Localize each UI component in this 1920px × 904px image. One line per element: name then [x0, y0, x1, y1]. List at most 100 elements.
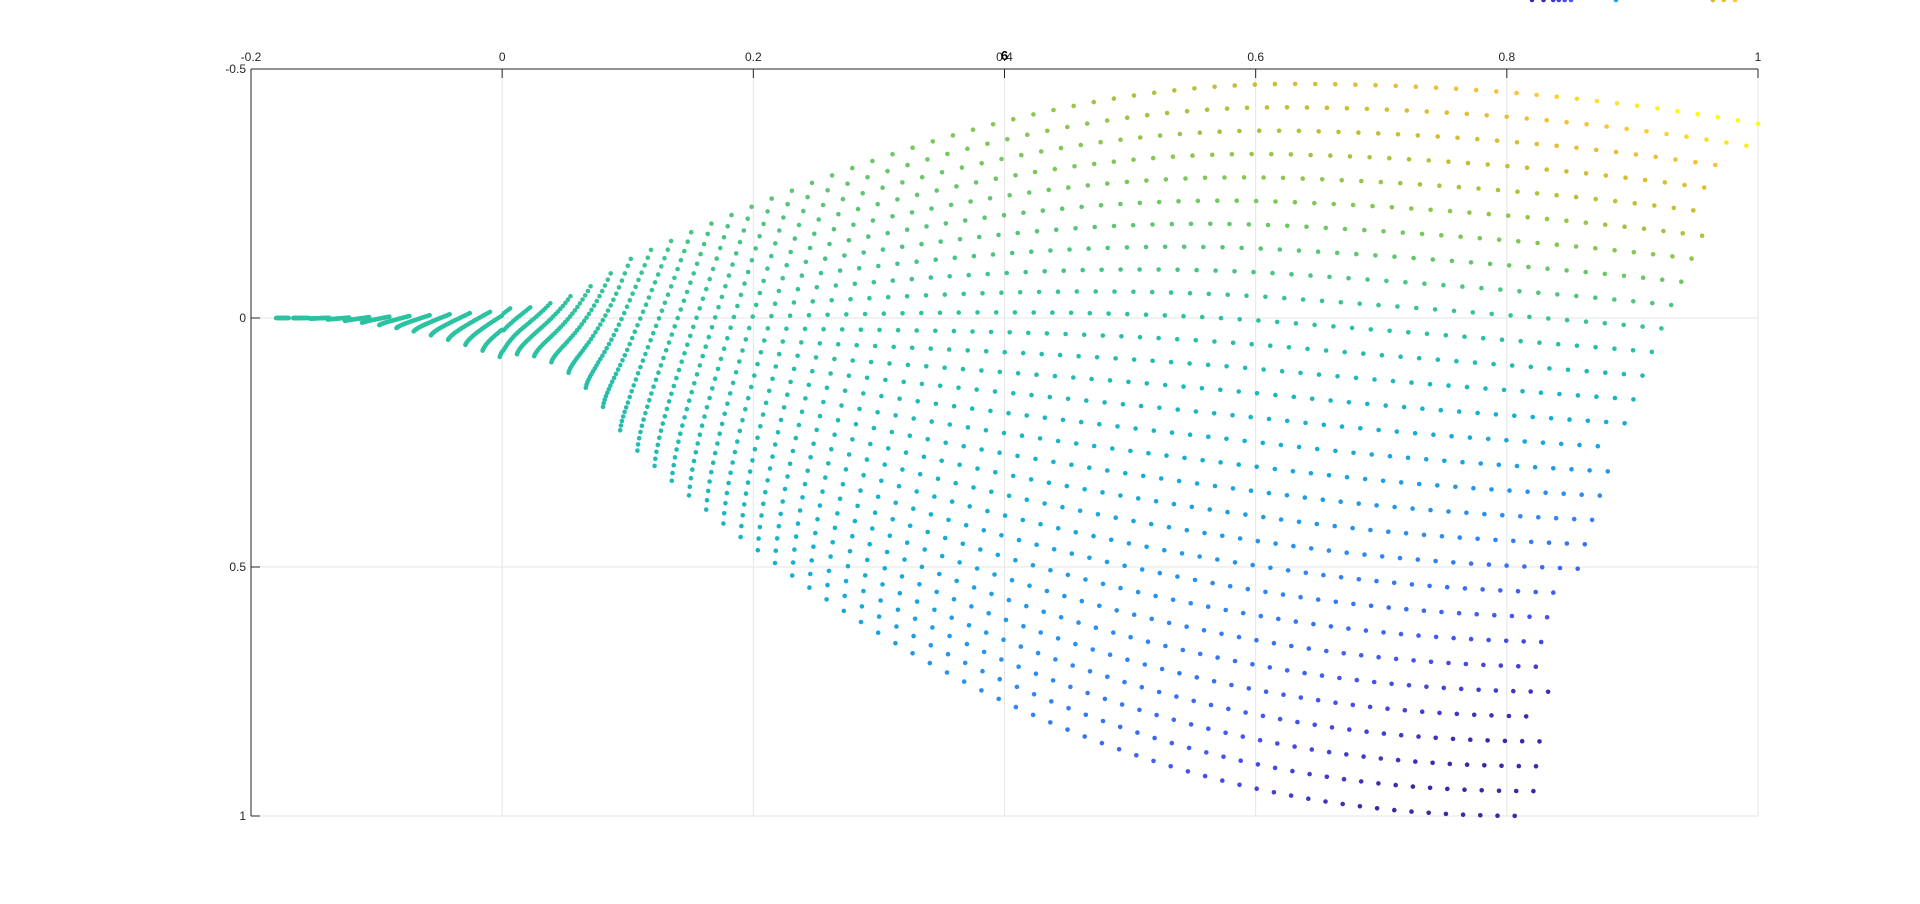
data-point — [879, 393, 884, 399]
data-point — [1019, 433, 1025, 439]
data-point — [661, 355, 666, 361]
data-point — [1428, 659, 1434, 665]
data-point — [1554, 192, 1559, 198]
data-point — [1458, 234, 1463, 239]
data-point — [1232, 560, 1238, 565]
data-point — [1378, 179, 1384, 185]
data-point — [1331, 201, 1336, 207]
data-point — [1240, 734, 1246, 739]
data-point — [714, 256, 719, 261]
data-point — [1067, 247, 1072, 252]
data-point — [1284, 668, 1290, 673]
data-point — [605, 390, 610, 396]
data-point — [1227, 583, 1233, 589]
data-point — [912, 616, 918, 622]
data-point — [1462, 334, 1467, 340]
data-point — [1263, 294, 1268, 300]
data-point — [934, 589, 939, 595]
data-point — [1120, 401, 1126, 407]
data-point — [1061, 268, 1066, 274]
data-point — [1621, 371, 1627, 377]
data-point — [1130, 222, 1136, 228]
data-point — [1744, 143, 1749, 149]
data-point — [721, 346, 727, 352]
data-point — [1367, 704, 1373, 710]
data-point — [1356, 501, 1361, 506]
data-point — [1507, 488, 1512, 493]
data-point — [1612, 248, 1617, 253]
data-point — [776, 523, 782, 529]
data-point — [1335, 374, 1340, 379]
data-point — [1411, 658, 1416, 663]
data-point — [805, 194, 810, 200]
data-point — [1172, 88, 1177, 93]
data-point — [914, 599, 920, 604]
data-point — [622, 271, 628, 276]
data-point — [870, 218, 876, 223]
data-point — [890, 151, 895, 157]
data-point — [591, 303, 597, 308]
data-point — [1573, 194, 1579, 200]
data-point — [1612, 346, 1617, 352]
data-point — [880, 582, 885, 587]
data-point — [1144, 544, 1149, 550]
data-point — [1369, 452, 1374, 457]
data-point — [850, 165, 855, 171]
data-point — [1603, 370, 1608, 376]
data-point — [1481, 662, 1486, 668]
data-point — [649, 287, 655, 293]
data-point — [1089, 376, 1094, 382]
data-point — [1131, 93, 1137, 98]
data-point — [750, 314, 755, 319]
data-point — [1567, 417, 1572, 422]
data-point — [1200, 457, 1205, 463]
data-point — [1021, 624, 1026, 629]
data-point — [1480, 587, 1485, 592]
data-point — [985, 271, 990, 277]
data-point — [938, 239, 943, 244]
data-point — [1392, 254, 1397, 259]
data-point — [1035, 650, 1041, 656]
data-point — [723, 284, 728, 289]
data-point — [598, 356, 603, 362]
data-point — [1499, 337, 1505, 343]
data-point — [286, 315, 292, 321]
data-point — [1400, 230, 1406, 235]
data-point — [691, 271, 696, 276]
data-point — [999, 533, 1004, 538]
data-point — [1463, 661, 1469, 667]
data-point — [1111, 630, 1116, 635]
data-point — [1209, 152, 1215, 158]
data-point — [773, 548, 779, 553]
data-point — [1489, 487, 1494, 492]
data-point — [629, 389, 634, 394]
data-point — [740, 348, 745, 353]
data-point — [1134, 753, 1139, 758]
data-point — [1312, 322, 1317, 328]
data-point — [1545, 266, 1550, 272]
data-point — [1710, 0, 1716, 3]
data-point — [669, 391, 674, 397]
data-point — [1453, 86, 1459, 92]
data-point — [1057, 352, 1063, 358]
data-point — [861, 588, 866, 594]
data-point — [672, 275, 677, 281]
data-point — [981, 649, 987, 655]
data-point — [1474, 612, 1479, 617]
data-point — [1122, 563, 1127, 569]
data-point — [707, 276, 712, 282]
data-point — [1229, 682, 1234, 688]
data-point — [1131, 612, 1137, 617]
data-point — [1244, 293, 1249, 299]
data-point — [1689, 256, 1694, 261]
data-point — [1215, 198, 1220, 203]
data-point — [1527, 614, 1532, 619]
data-point — [1514, 140, 1520, 145]
data-point — [811, 544, 816, 549]
data-point — [761, 221, 766, 227]
data-point — [823, 475, 828, 480]
data-point — [1435, 134, 1440, 139]
data-point — [1555, 341, 1561, 347]
data-point — [1273, 392, 1278, 398]
data-point — [1256, 128, 1262, 133]
